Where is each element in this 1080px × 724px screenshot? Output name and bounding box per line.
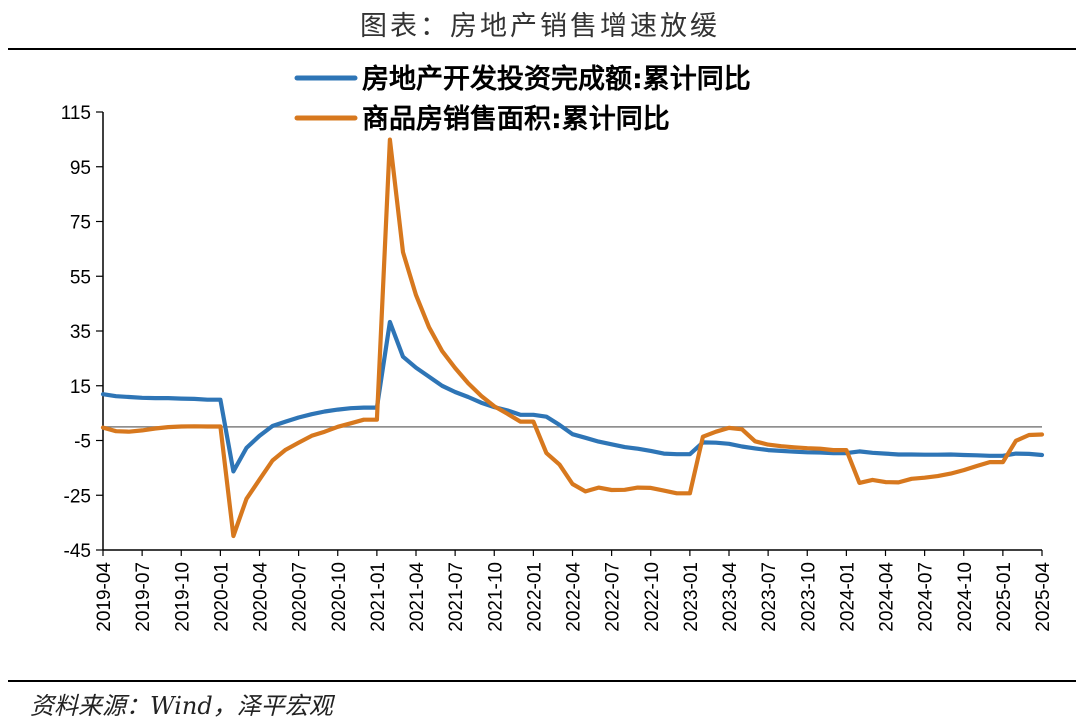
x-tick-label: 2021-07 (446, 562, 467, 632)
series-lines (100, 137, 1045, 539)
x-tick-label: 2025-01 (994, 562, 1015, 632)
x-axis: 2019-04 2019-07 2019-10 2020-01 2020-04 2020-… (94, 549, 1054, 632)
y-tick-label: 15 (70, 377, 91, 398)
x-tick-label: 2023-10 (798, 562, 819, 632)
legend-label-1: 房地产开发投资完成额:累计同比 (362, 63, 751, 95)
x-tick-label: 2022-01 (524, 562, 545, 632)
series-line-1 (100, 319, 1045, 474)
x-tick-label: 2020-01 (211, 562, 232, 632)
y-tick-label: -25 (64, 486, 91, 507)
legend-label-2: 商品房销售面积:累计同比 (362, 103, 670, 135)
x-tick-label: 2023-01 (681, 562, 702, 632)
x-tick-label: 2023-07 (759, 562, 780, 632)
x-tick-label: 2019-07 (133, 562, 154, 632)
chart-title: 图表：房地产销售增速放缓 (360, 11, 720, 42)
bottom-rule (8, 680, 1076, 682)
y-axis: 115 95 75 55 35 15 -5 -25 -45 (61, 103, 104, 562)
x-tick-label: 2021-10 (485, 562, 506, 632)
x-tick-label: 2021-04 (407, 562, 428, 632)
x-tick-label: 2025-04 (1033, 562, 1054, 632)
x-tick-label: 2020-07 (290, 562, 311, 632)
x-tick-label: 2023-04 (720, 562, 741, 632)
y-tick-label: -5 (74, 432, 91, 453)
x-tick-label: 2024-04 (877, 562, 898, 632)
x-tick-label: 2020-10 (329, 562, 350, 632)
x-tick-label: 2022-04 (564, 562, 585, 632)
x-tick-label: 2019-04 (94, 562, 115, 632)
x-tick-label: 2024-10 (955, 562, 976, 632)
x-tick-label: 2022-10 (642, 562, 663, 632)
source-note: 资料来源：Wind，泽平宏观 (30, 692, 333, 720)
top-rule (8, 48, 1076, 50)
x-tick-label: 2020-04 (251, 562, 272, 632)
x-tick-label: 2024-01 (837, 562, 858, 632)
y-tick-label: 55 (70, 267, 91, 288)
x-tick-label: 2024-07 (916, 562, 937, 632)
y-tick-label: 35 (70, 322, 91, 343)
y-tick-label: -45 (64, 541, 91, 562)
series-line-2 (100, 137, 1045, 539)
y-tick-label: 115 (61, 103, 91, 124)
y-tick-label: 75 (70, 213, 91, 234)
x-tick-label: 2019-10 (172, 562, 193, 632)
y-tick-label: 95 (70, 158, 91, 179)
x-tick-label: 2021-01 (368, 562, 389, 632)
x-tick-label: 2022-07 (603, 562, 624, 632)
